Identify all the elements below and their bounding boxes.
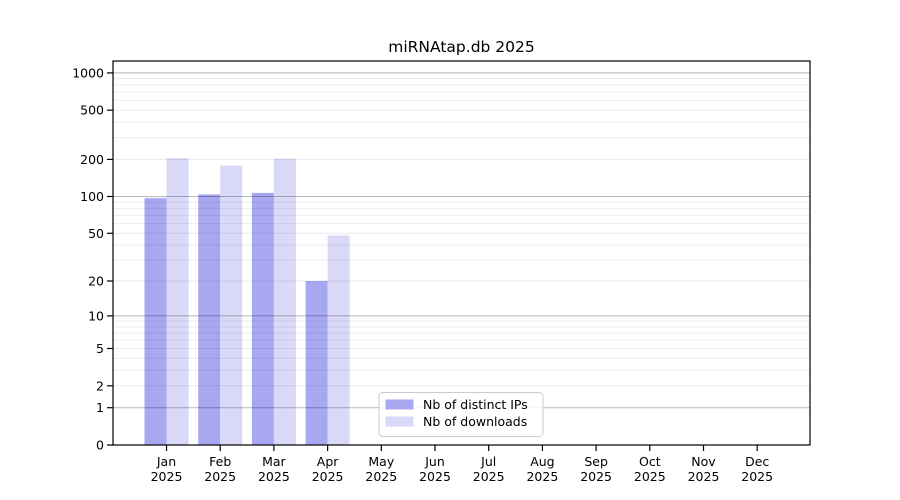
y-tick-label-500: 500 (80, 103, 104, 118)
x-tick-label-may: May (368, 454, 394, 469)
legend-swatch-distinct-ips-icon (385, 399, 414, 410)
axes-layer: 01251020501002005001000Jan2025Feb2025Mar… (72, 60, 811, 484)
x-tick-year-jul: 2025 (473, 469, 505, 484)
plot-frame (112, 60, 811, 446)
x-tick-year-sep: 2025 (580, 469, 612, 484)
x-tick-year-oct: 2025 (634, 469, 666, 484)
x-tick-label-sep: Sep (584, 454, 608, 469)
x-tick-label-nov: Nov (691, 454, 716, 469)
legend-label-downloads: Nb of downloads (423, 414, 527, 429)
legend-label-distinct-ips: Nb of distinct IPs (423, 397, 528, 412)
y-tick-label-5: 5 (96, 341, 104, 356)
y-tick-label-1: 1 (96, 400, 104, 415)
y-tick-label-1000: 1000 (72, 65, 104, 80)
bar-nb-of-downloads-jan (166, 158, 189, 445)
bars-layer (144, 158, 350, 445)
x-tick-year-nov: 2025 (688, 469, 720, 484)
legend-swatch-downloads-icon (385, 416, 414, 427)
x-tick-year-jun: 2025 (419, 469, 451, 484)
x-tick-label-dec: Dec (745, 454, 769, 469)
bar-nb-of-downloads-feb (220, 165, 243, 445)
x-tick-label-oct: Oct (639, 454, 661, 469)
x-tick-label-mar: Mar (262, 454, 286, 469)
y-tick-label-2: 2 (96, 378, 104, 393)
x-tick-label-aug: Aug (530, 454, 554, 469)
x-tick-year-aug: 2025 (526, 469, 558, 484)
legend-box (378, 392, 544, 437)
bar-nb-of-distinct-ips-mar (251, 192, 274, 445)
x-tick-label-apr: Apr (317, 454, 339, 469)
chart-title: miRNAtap.db 2025 (388, 38, 535, 56)
x-tick-label-feb: Feb (209, 454, 231, 469)
x-tick-year-feb: 2025 (204, 469, 236, 484)
bar-nb-of-downloads-apr (327, 235, 350, 445)
legend: Nb of distinct IPs Nb of downloads (378, 392, 544, 437)
x-tick-label-jun: Jun (424, 454, 445, 469)
x-tick-year-apr: 2025 (312, 469, 344, 484)
x-tick-year-mar: 2025 (258, 469, 290, 484)
y-tick-label-50: 50 (88, 226, 104, 241)
y-tick-label-10: 10 (88, 308, 104, 323)
x-tick-label-jul: Jul (480, 454, 496, 469)
y-tick-label-20: 20 (88, 274, 104, 289)
bar-nb-of-downloads-mar (273, 158, 296, 445)
y-tick-label-100: 100 (80, 189, 104, 204)
grid-layer (113, 72, 810, 409)
x-tick-year-jan: 2025 (151, 469, 183, 484)
bar-nb-of-distinct-ips-apr (305, 281, 328, 445)
x-tick-label-jan: Jan (156, 454, 176, 469)
x-tick-year-dec: 2025 (741, 469, 773, 484)
y-tick-label-0: 0 (96, 438, 104, 453)
x-tick-year-may: 2025 (365, 469, 397, 484)
y-tick-label-200: 200 (80, 152, 104, 167)
bar-nb-of-distinct-ips-jan (144, 198, 167, 445)
bar-nb-of-distinct-ips-feb (198, 194, 221, 445)
